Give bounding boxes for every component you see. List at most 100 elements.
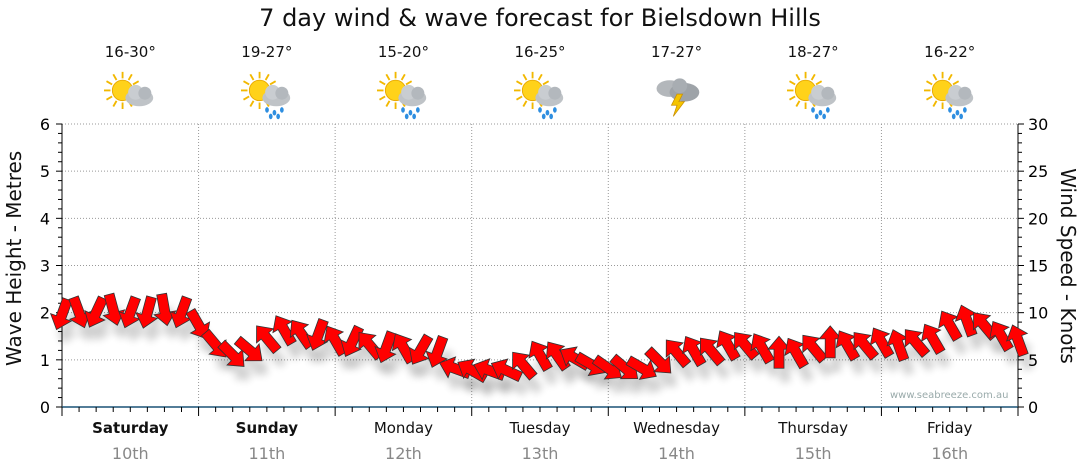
cloud-icon: [808, 84, 837, 107]
y-tick-label: 5: [40, 162, 50, 181]
day-label: Saturday: [92, 419, 169, 437]
wind-arrow: [272, 315, 297, 347]
sun-cloud-rain-icon: [923, 71, 973, 120]
date-label: 13th: [521, 444, 559, 463]
date-label: 15th: [794, 444, 832, 463]
rain-icon: [401, 107, 421, 120]
day-label: Wednesday: [633, 419, 720, 437]
wind-arrow: [153, 292, 177, 327]
day-label: Friday: [926, 419, 973, 437]
day-label: Monday: [373, 419, 434, 437]
wind-arrow: [289, 319, 315, 350]
day-label: Sunday: [235, 419, 299, 437]
wind-arrow: [853, 332, 880, 361]
wind-arrow: [425, 335, 449, 368]
wind-arrow: [185, 308, 211, 340]
y-tick-label: 4: [40, 209, 50, 228]
cloud-icon: [398, 84, 427, 107]
y2-tick-label: 0: [1028, 398, 1038, 417]
rain-icon: [264, 107, 284, 120]
wind-arrow-shadow: [632, 369, 663, 394]
sun-cloud-icon: [104, 71, 154, 109]
wind-arrow: [49, 297, 73, 331]
y-tick-label: 3: [40, 257, 50, 276]
sun-cloud-rain-icon: [787, 71, 837, 120]
cloud-icon: [262, 84, 291, 107]
cloud-icon: [125, 84, 154, 107]
wind-arrow-shadow: [650, 360, 677, 388]
cloud-icon: [945, 84, 973, 107]
wind-arrow: [102, 292, 126, 326]
date-label: 16th: [931, 444, 969, 463]
wind-arrow: [545, 341, 571, 372]
day-temperature: 19-27°: [241, 43, 293, 61]
sun-cloud-rain-icon: [514, 71, 564, 120]
wind-arrow: [84, 295, 108, 328]
sun-cloud-rain-icon: [240, 71, 291, 120]
wind-arrow: [323, 325, 349, 357]
day-temperature: 17-27°: [651, 43, 703, 61]
wind-arrow: [233, 335, 263, 362]
wind-arrow-shadow: [463, 373, 495, 397]
y2-tick-label: 10: [1028, 304, 1048, 323]
sun-cloud-rain-icon: [377, 71, 427, 120]
wind-arrow: [869, 327, 895, 359]
y2-tick-label: 25: [1028, 162, 1048, 181]
sun-icon: [377, 71, 415, 109]
day-temperature: 16-25°: [514, 43, 566, 61]
wind-arrow: [374, 330, 398, 364]
wind-arrow: [135, 295, 159, 329]
date-label: 12th: [385, 444, 422, 463]
wind-arrow: [750, 333, 775, 365]
y-tick-label: 6: [40, 115, 50, 134]
wind-arrow: [256, 325, 282, 355]
wind-arrow: [68, 295, 92, 329]
wind-arrow: [408, 333, 434, 365]
rain-icon: [811, 107, 830, 120]
chart-title: 7 day wind & wave forecast for Bielsdown…: [259, 4, 821, 32]
wind-arrow: [699, 337, 726, 367]
date-label: 10th: [111, 444, 149, 463]
y2-tick-label: 20: [1028, 209, 1048, 228]
wind-arrow-shadow: [497, 372, 529, 396]
lightning-icon: [670, 93, 685, 117]
wind-arrow-shadow: [380, 344, 403, 377]
wind-arrow: [625, 355, 657, 380]
day-temperature: 16-30°: [104, 43, 156, 61]
wind-arrow-shadow: [598, 369, 628, 394]
rain-icon: [947, 107, 967, 120]
y2-axis-label: Wind Speed - Knots: [1056, 168, 1080, 364]
wind-arrow-shadow: [615, 368, 644, 393]
y2-tick-label: 30: [1028, 115, 1048, 134]
y2-tick-label: 15: [1028, 257, 1048, 276]
date-label: 11th: [248, 444, 286, 463]
day-temperature: 18-27°: [787, 43, 839, 61]
day-temperature: 15-20°: [377, 43, 429, 61]
wind-arrow: [644, 346, 672, 374]
wind-arrow-shadow: [580, 366, 612, 390]
day-label: Tuesday: [509, 419, 571, 437]
day-label: Thursday: [778, 419, 849, 437]
cloud-icon: [535, 84, 564, 107]
watermark[interactable]: www.seabreeze.com.au: [890, 390, 1009, 401]
y-axis-label: Wave Height - Metres: [2, 150, 26, 366]
wind-arrow: [921, 323, 946, 356]
day-temperature: 16-22°: [924, 43, 976, 61]
wind-arrow: [665, 339, 692, 369]
wind-arrow: [512, 351, 538, 381]
wind-arrow-shadow: [240, 350, 269, 375]
wind-arrow: [391, 333, 417, 365]
wind-arrow: [490, 358, 524, 383]
date-label: 14th: [658, 444, 695, 463]
y2-tick-label: 5: [1028, 351, 1038, 370]
wind-arrow-shadow: [223, 354, 251, 381]
y-tick-label: 0: [40, 398, 50, 417]
y-tick-label: 2: [40, 304, 50, 323]
wind-arrow: [989, 320, 1014, 353]
wind-arrow: [904, 329, 931, 358]
y-tick-label: 1: [40, 351, 50, 370]
wind-arrow: [1005, 324, 1029, 358]
wind-arrow-shadow: [346, 339, 370, 371]
